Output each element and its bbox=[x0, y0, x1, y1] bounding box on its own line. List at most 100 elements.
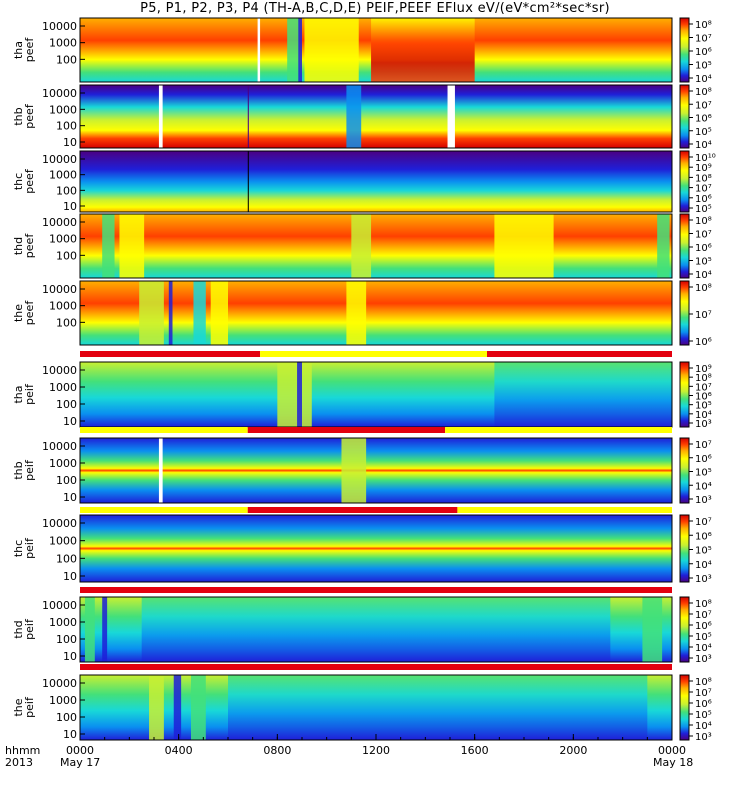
colorbar-label: 10⁸ bbox=[695, 20, 712, 31]
panel-frame bbox=[79, 150, 673, 213]
spectral-feature bbox=[228, 675, 648, 740]
plot-title: P5, P1, P2, P3, P4 (TH-A,B,C,D,E) PEIF,P… bbox=[140, 1, 610, 16]
spectrogram-image bbox=[80, 281, 672, 345]
colorbar-label: 10⁵ bbox=[695, 204, 712, 215]
spectral-feature bbox=[102, 597, 108, 662]
y-axis-label: tha bbox=[12, 385, 25, 403]
colorbar-label: 10⁵ bbox=[695, 710, 712, 721]
y-tick-label: 100 bbox=[56, 474, 77, 487]
spectral-feature bbox=[346, 85, 362, 148]
y-axis-label: thc bbox=[12, 540, 25, 557]
y-axis-label: peif bbox=[23, 537, 36, 559]
colorbar-label: 10³ bbox=[695, 654, 712, 665]
y-axis-label: thb bbox=[12, 107, 25, 125]
spectral-feature bbox=[297, 362, 302, 427]
y-tick-label: 10 bbox=[63, 136, 77, 149]
colorbar-label: 10⁵ bbox=[695, 257, 712, 268]
colorbar bbox=[679, 84, 690, 149]
y-tick-label: 10000 bbox=[42, 283, 77, 296]
spectral-feature bbox=[494, 214, 554, 278]
x-tick-label: 1200 bbox=[362, 744, 390, 757]
y-tick-label: 1000 bbox=[49, 457, 77, 470]
mode-bar-segment bbox=[80, 587, 672, 593]
y-tick-label: 100 bbox=[56, 53, 77, 66]
spectral-feature bbox=[193, 281, 206, 345]
spectrogram-image bbox=[80, 85, 672, 148]
y-tick-label: 10 bbox=[63, 491, 77, 504]
y-tick-label: 10 bbox=[63, 200, 77, 213]
colorbar-label: 10⁶ bbox=[695, 114, 712, 125]
spectral-feature bbox=[173, 675, 182, 740]
y-tick-label: 100 bbox=[56, 711, 77, 724]
y-tick-label: 10000 bbox=[42, 216, 77, 229]
colorbar-label: 10¹⁰ bbox=[695, 153, 716, 164]
y-tick-label: 10 bbox=[63, 570, 77, 583]
y-tick-label: 10000 bbox=[42, 364, 77, 377]
colorbar-label: 10⁶ bbox=[695, 243, 712, 254]
panel-frame bbox=[79, 17, 673, 83]
x-tick-label: 2000 bbox=[559, 744, 587, 757]
x-axis-row1-label: hhmm bbox=[5, 744, 41, 757]
spectral-feature bbox=[119, 214, 145, 278]
y-axis-label: thc bbox=[12, 173, 25, 190]
colorbar-label: 10⁴ bbox=[695, 270, 712, 281]
colorbar bbox=[679, 361, 690, 428]
y-tick-label: 10000 bbox=[42, 440, 77, 453]
colorbar-label: 10⁶ bbox=[695, 47, 712, 58]
mode-bar-segment bbox=[487, 351, 672, 357]
x-axis: 0000 0400 0800 1200 1600 2000 0000 bbox=[66, 734, 686, 757]
colorbar-label: 10³ bbox=[695, 419, 712, 430]
x-tick-label: 0000 bbox=[658, 744, 686, 757]
spectral-feature bbox=[149, 675, 164, 740]
colorbar bbox=[679, 150, 690, 213]
y-axis-label: thd bbox=[12, 620, 25, 638]
colorbar bbox=[679, 596, 690, 663]
colorbar-label: 10⁶ bbox=[695, 531, 712, 542]
colorbar-label: 10⁷ bbox=[695, 230, 712, 241]
colorbar bbox=[679, 280, 690, 346]
colorbar-label: 10⁵ bbox=[695, 468, 712, 479]
y-tick-label: 10 bbox=[63, 728, 77, 741]
mode-bar-segment bbox=[247, 427, 446, 433]
spectral-feature bbox=[371, 18, 475, 82]
spectral-feature bbox=[657, 214, 670, 278]
colorbar-label: 10⁶ bbox=[695, 194, 712, 205]
y-axis-label: peif bbox=[23, 618, 36, 640]
mode-bar-segment bbox=[445, 427, 672, 433]
colorbar-label: 10⁷ bbox=[695, 310, 712, 321]
x-axis-date-end: May 18 bbox=[653, 756, 694, 769]
colorbar-label: 10⁸ bbox=[695, 87, 712, 98]
spectral-feature bbox=[210, 281, 228, 345]
y-tick-label: 1000 bbox=[49, 300, 77, 313]
spectrogram-image bbox=[80, 438, 672, 503]
colorbar-label: 10⁸ bbox=[695, 677, 712, 688]
colorbar-label: 10⁷ bbox=[695, 100, 712, 111]
panel-frame bbox=[79, 596, 673, 663]
y-axis-label: thd bbox=[12, 237, 25, 255]
colorbar-label: 10⁷ bbox=[695, 184, 712, 195]
colorbar-label: 10⁷ bbox=[695, 517, 712, 528]
spectral-feature bbox=[346, 281, 367, 345]
y-tick-label: 10000 bbox=[42, 20, 77, 33]
spectrogram-image bbox=[80, 214, 672, 278]
y-axis-label: peef bbox=[23, 300, 36, 326]
colorbar-label: 10³ bbox=[695, 495, 712, 506]
y-tick-label: 1000 bbox=[49, 535, 77, 548]
y-axis-label: peef bbox=[23, 37, 36, 63]
spectrogram-image bbox=[80, 151, 672, 212]
colorbar-label: 10⁴ bbox=[695, 74, 712, 85]
colorbar-label: 10⁷ bbox=[695, 688, 712, 699]
y-tick-label: 10000 bbox=[42, 87, 77, 100]
colorbar-label: 10⁴ bbox=[695, 643, 712, 654]
colorbar-label: 10⁸ bbox=[695, 599, 712, 610]
y-tick-label: 10000 bbox=[42, 153, 77, 166]
colorbar-label: 10⁸ bbox=[695, 283, 712, 294]
colorbar-label: 10⁴ bbox=[695, 140, 712, 151]
y-tick-label: 100 bbox=[56, 316, 77, 329]
